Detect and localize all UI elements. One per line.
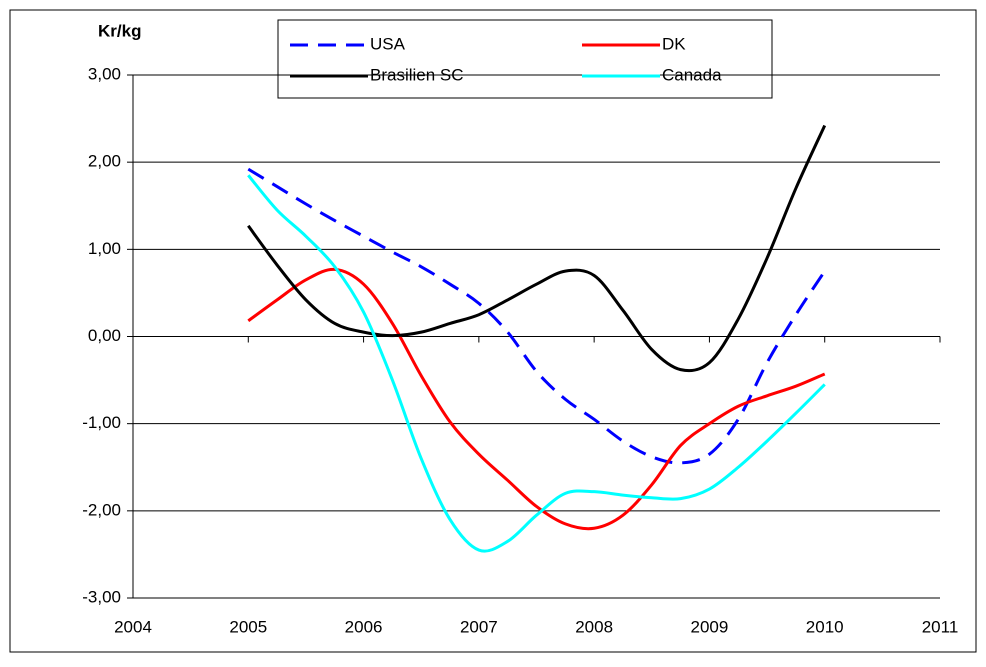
x-tick-label: 2009 xyxy=(691,617,729,636)
x-tick-label: 2008 xyxy=(575,617,613,636)
legend-label: USA xyxy=(370,34,406,53)
series-line xyxy=(247,267,826,531)
series-line xyxy=(247,124,827,373)
legend-label: DK xyxy=(662,34,686,53)
y-tick-label: -1,00 xyxy=(82,413,121,432)
x-tick-label: 2006 xyxy=(345,617,383,636)
legend-label: Canada xyxy=(662,65,722,84)
x-tick-label: 2005 xyxy=(229,617,267,636)
y-tick-label: -2,00 xyxy=(82,500,121,519)
y-tick-label: -3,00 xyxy=(82,587,121,606)
y-tick-label: 1,00 xyxy=(88,239,121,258)
series-line xyxy=(247,167,826,465)
chart-frame xyxy=(9,9,977,653)
x-tick-label: 2010 xyxy=(806,617,844,636)
y-tick-label: 3,00 xyxy=(88,64,121,83)
x-tick-label: 2007 xyxy=(460,617,498,636)
series-line xyxy=(247,174,826,553)
y-tick-label: 0,00 xyxy=(88,326,121,345)
x-tick-label: 2004 xyxy=(114,617,152,636)
y-tick-label: 2,00 xyxy=(88,152,121,171)
legend-box xyxy=(277,19,773,99)
y-axis-label: Kr/kg xyxy=(98,21,141,40)
legend-label: Brasilien SC xyxy=(370,65,464,84)
x-tick-label: 2011 xyxy=(922,617,959,636)
